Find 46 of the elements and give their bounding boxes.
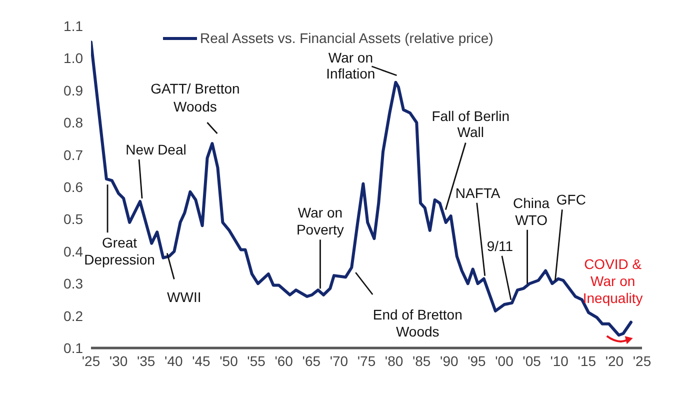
x-tick-label: '45 [192,352,211,369]
annotation: New Deal [126,141,186,158]
x-tick-label: '10 [550,352,569,369]
y-tick-label: 0.3 [64,276,84,292]
x-tick-label: '25 [82,352,100,369]
annotation: NAFTA [455,184,501,201]
x-tick-label: '55 [247,352,266,369]
x-tick-label: '20 [605,352,624,369]
y-tick-label: 0.1 [64,340,84,356]
annotation: China WTO [512,194,550,228]
legend-label: Real Assets vs. Financial Assets (relative price) [200,30,494,46]
x-tick-label: '65 [302,352,321,369]
y-tick-label: 0.8 [64,114,84,131]
annotation: GATT/ Bretton Woods [150,80,240,115]
annotation: Fall of Berlin Wall [432,108,510,140]
x-tick-label: '95 [468,352,486,369]
annotation: Great Depression [84,234,155,268]
annotation: COVID & War on Inequality [582,256,643,306]
x-tick-label: '25 [632,352,652,369]
annotation: End of Bretton Woods [372,306,462,340]
x-tick-label: '15 [578,352,596,369]
y-tick-label: 0.7 [64,146,84,163]
y-tick-label: 1.1 [64,18,84,34]
annotation: War on Poverty [296,204,344,238]
x-tick-label: '50 [220,352,238,369]
x-tick-label: '00 [495,352,514,369]
x-tick-label: '35 [136,352,156,369]
x-tick-label: '05 [522,352,542,369]
y-tick-label: 0.2 [64,308,84,324]
x-tick-label: '75 [357,352,376,369]
y-tick-label: 0.6 [64,178,84,195]
y-tick-label: 1.0 [64,50,84,66]
x-tick-label: '90 [440,352,458,369]
y-tick-label: 0.9 [64,82,84,98]
x-tick-label: '60 [274,352,294,369]
annotation: 9/11 [486,238,514,254]
x-tick-label: '40 [164,352,183,369]
x-tick-label: '85 [412,352,431,369]
annotation: WWII [167,289,202,306]
x-tick-label: '80 [384,352,404,369]
y-tick-label: 0.4 [64,243,84,260]
x-tick-label: '30 [109,352,128,369]
y-tick-label: 0.5 [64,211,84,228]
annotation: War on Inflation [326,49,376,82]
x-tick-label: '70 [330,352,348,369]
annotation: GFC [556,192,586,208]
